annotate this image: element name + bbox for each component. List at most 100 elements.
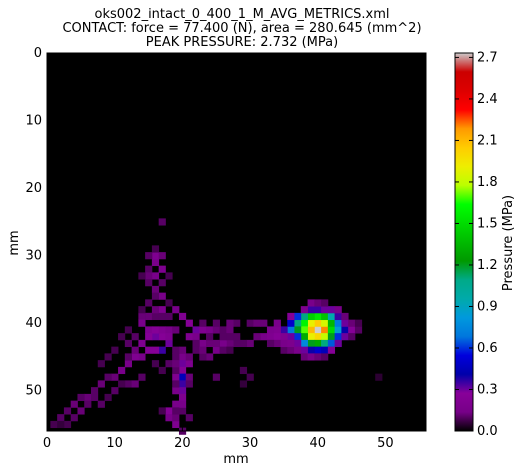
heatmap-cell [206,353,214,361]
heatmap-cell [226,319,234,327]
heatmap-cell [145,279,153,287]
heatmap-cell [307,299,315,307]
y-tick-label: 50 [25,384,42,399]
heatmap-cell [178,353,187,361]
heatmap-cell [145,252,153,260]
heatmap-cell [321,299,329,307]
heatmap-cell [172,326,180,334]
heatmap-cell [118,333,126,341]
heatmap-cell [50,420,58,429]
heatmap-cell [185,333,193,341]
heatmap-cell [334,312,342,321]
heatmap-cell [327,346,336,354]
colorbar-tick-label: 1.8 [477,175,498,190]
heatmap-cell [314,339,322,348]
heatmap-cell [314,306,322,314]
heatmap-cell [158,279,166,287]
heatmap-cell [151,258,160,267]
heatmap-cell [165,414,173,422]
heatmap-cell [375,373,383,381]
heatmap-cell [151,306,160,314]
heatmap-cell [145,265,153,273]
heatmap-cell [111,346,119,354]
y-axis-label: mm [7,230,22,255]
heatmap-cell [185,360,193,368]
heatmap-cell [206,333,214,341]
heatmap-cell [70,414,78,422]
colorbar-tick-label: 0.3 [477,382,498,397]
heatmap-cell [151,292,160,300]
heatmap-cell [145,272,153,280]
heatmap-cell [138,353,146,361]
heatmap-cell [239,380,248,388]
heatmap-cell [287,333,295,341]
colorbar-label: Pressure (MPa) [501,195,516,291]
heatmap-cell [287,319,295,327]
heatmap-cell [185,414,193,422]
heatmap-cell [178,366,187,375]
heatmap-cell [307,326,315,334]
heatmap-cell [172,420,180,429]
heatmap-cell [334,339,342,348]
heatmap-cell [314,333,322,341]
heatmap-cell [158,265,166,273]
heatmap-cell [172,400,180,408]
colorbar-tick-label: 2.4 [477,92,498,107]
heatmap-cell [233,333,241,341]
heatmap-cell [246,319,254,327]
heatmap-cell [307,339,315,348]
heatmap-cell [124,360,132,368]
plot-frame [46,52,427,432]
heatmap-cell [178,407,187,415]
heatmap-cell [172,346,180,354]
colorbar-tick-label: 0.9 [477,299,498,314]
heatmap-cell [138,373,146,381]
x-tick-label: 20 [174,436,191,451]
heatmap-cell [145,299,153,307]
heatmap-cell [172,360,180,368]
heatmap-cell [192,346,200,354]
heatmap-cell [158,326,166,334]
heatmap-cell [273,339,281,348]
heatmap-cell [192,339,200,348]
heatmap-cell [158,333,166,341]
heatmap-cell [158,218,166,226]
heatmap-cell [348,333,356,341]
heatmap-cell [206,339,214,348]
heatmap-cell [172,407,180,415]
y-tick-label: 40 [25,316,42,331]
heatmap-cell [294,339,302,348]
heatmap-cell [77,393,85,402]
x-tick-label: 50 [377,436,394,451]
heatmap-cell [185,353,193,361]
heatmap-cell [185,380,193,388]
heatmap-cell [151,360,160,368]
heatmap-cell [294,326,302,334]
heatmap-cell [327,319,336,327]
heatmap-cell [84,393,92,402]
heatmap-cell [253,319,261,327]
heatmap-cell [151,245,160,253]
heatmap-cell [118,366,126,375]
heatmap-cell [287,326,295,334]
heatmap-cell [151,312,160,321]
heatmap-cell [131,346,139,354]
heatmap-cell [253,333,261,341]
heatmap-cell [219,333,227,341]
plot-area [46,52,427,435]
heatmap-cell [151,272,160,280]
heatmap-cell [300,326,308,334]
heatmap-cell [219,346,227,354]
heatmap-cell [327,339,336,348]
heatmap-cell [307,306,315,314]
heatmap-cell [165,333,173,341]
x-tick-label: 0 [43,436,51,451]
colorbar-tick-label: 2.1 [477,133,498,148]
heatmap-cell [138,306,146,314]
heatmap-cell [266,333,275,341]
colorbar-gradient [454,52,474,432]
heatmap-cell [138,272,146,280]
heatmap-cell [178,346,187,354]
heatmap-cell [185,319,193,327]
heatmap-cell [192,326,200,334]
